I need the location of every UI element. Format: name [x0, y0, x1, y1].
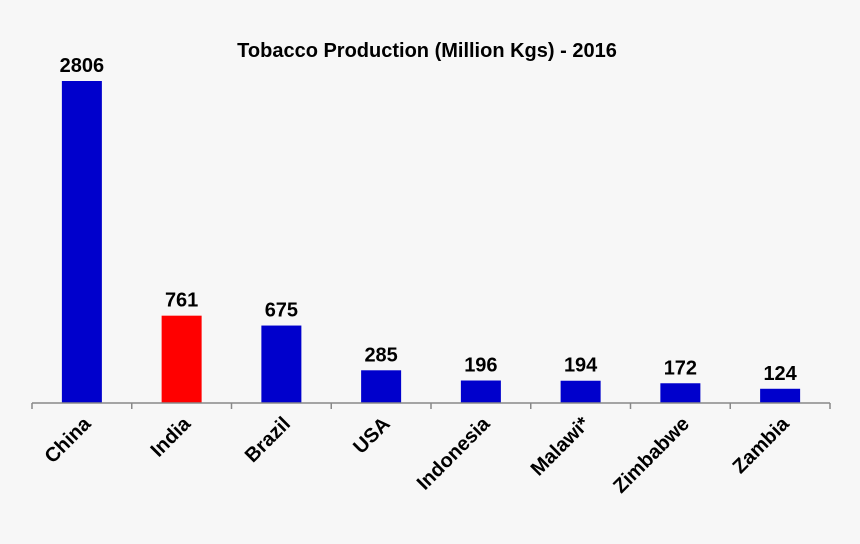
value-label: 172 — [664, 357, 697, 379]
category-label: Indonesia — [413, 412, 495, 494]
bar-brazil — [261, 325, 302, 403]
value-label: 2806 — [60, 55, 105, 77]
value-label: 124 — [763, 363, 797, 385]
category-label: Zimbabwe — [609, 413, 694, 498]
category-label: China — [41, 412, 96, 467]
chart-title: Tobacco Production (Million Kgs) - 2016 — [237, 40, 617, 62]
category-label: USA — [349, 413, 394, 458]
value-label: 194 — [564, 355, 598, 377]
value-label: 675 — [265, 300, 298, 322]
bar-malawi — [560, 380, 601, 403]
value-label: 196 — [464, 355, 497, 377]
bar-usa — [361, 370, 402, 403]
category-label: Brazil — [241, 413, 295, 467]
category-label: Zambia — [729, 412, 795, 478]
bar-indonesia — [460, 380, 501, 403]
value-labels-layer: 2806 761 675 285 196 194 172 124 — [60, 55, 798, 385]
category-label: India — [147, 412, 196, 461]
bar-india — [161, 315, 202, 403]
category-label: Malawi* — [527, 413, 595, 481]
bar-china — [61, 81, 102, 403]
bar-zambia — [760, 388, 801, 403]
value-label: 285 — [364, 344, 397, 366]
x-axis-ticks — [31, 403, 831, 409]
value-label: 761 — [165, 290, 198, 312]
bar-zimbabwe — [660, 383, 701, 403]
category-labels-layer: China India Brazil USA Indonesia Malawi* Zimba… — [41, 412, 795, 497]
bars-layer — [61, 81, 801, 403]
